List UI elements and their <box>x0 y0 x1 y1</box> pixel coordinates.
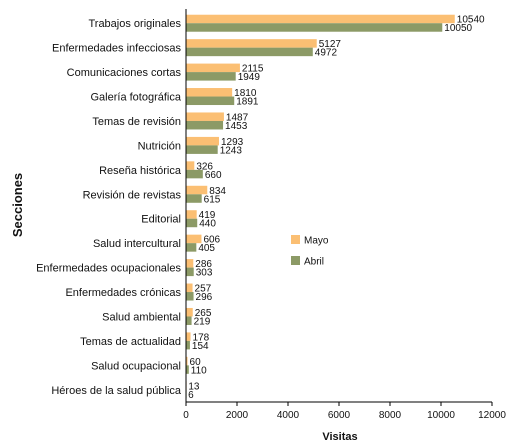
value-label: 660 <box>205 170 222 181</box>
x-tick-label: 12000 <box>478 410 506 421</box>
value-label: 1810 <box>234 88 257 99</box>
bar-abril <box>186 365 189 374</box>
category-label: Temas de revisión <box>92 116 181 128</box>
bar-abril <box>186 169 203 179</box>
legend-swatch-abril <box>291 256 300 265</box>
legend: Mayo Abril <box>291 235 329 268</box>
category-label: Salud ocupacional <box>91 360 181 372</box>
bar-mayo <box>186 88 233 97</box>
value-label: 110 <box>191 365 207 376</box>
category-label: Editorial <box>141 214 181 226</box>
bar-abril <box>186 292 194 301</box>
category-label: Temas de actualidad <box>80 336 181 348</box>
bar-mayo <box>186 259 194 268</box>
category-label: Salud ambiental <box>102 311 181 323</box>
bar-mayo <box>186 14 455 24</box>
category-labels: Trabajos originales Enfermedades infeccio… <box>36 18 182 397</box>
bar-abril <box>186 194 202 203</box>
x-tick-label: 2000 <box>226 410 249 421</box>
bar-mayo <box>186 63 240 73</box>
category-label: Galería fotográfica <box>91 92 182 104</box>
value-label: 1487 <box>226 112 249 123</box>
value-label: 4972 <box>315 48 338 59</box>
category-label: Héroes de la salud pública <box>51 385 182 397</box>
value-label: 10540 <box>457 15 485 26</box>
value-label: 419 <box>199 210 216 221</box>
x-tick-label: 8000 <box>379 410 402 421</box>
bar-mayo <box>186 234 202 244</box>
category-label: Enfermedades infecciosas <box>52 43 182 55</box>
bar-mayo <box>186 210 197 219</box>
value-label: 606 <box>203 235 220 246</box>
bar-mayo <box>186 332 191 341</box>
x-tick-label: 6000 <box>328 410 351 421</box>
category-label: Enfermedades ocupacionales <box>36 263 181 275</box>
bar-mayo <box>186 307 193 317</box>
x-tick-label: 4000 <box>277 410 300 421</box>
x-tick-label: 0 <box>183 410 189 421</box>
value-label: 405 <box>198 243 215 254</box>
bar-abril <box>186 218 198 228</box>
value-label: 257 <box>195 284 212 295</box>
value-label: 440 <box>199 219 216 230</box>
legend-label: Abril <box>304 257 324 268</box>
value-label: 154 <box>192 341 209 352</box>
x-axis: 0 2000 4000 6000 8000 10000 12000 <box>183 9 506 421</box>
value-label: 219 <box>194 316 211 327</box>
value-label: 178 <box>193 332 210 343</box>
value-label: 303 <box>196 268 213 279</box>
bar-abril <box>186 145 218 154</box>
bar-abril <box>186 267 194 277</box>
category-label: Revisión de revistas <box>83 189 182 201</box>
category-label: Comunicaciones cortas <box>67 67 182 79</box>
category-label: Trabajos originales <box>88 18 181 30</box>
bar-abril <box>186 72 236 81</box>
value-label: 296 <box>196 292 213 303</box>
y-axis-title: Secciones <box>10 173 25 237</box>
value-label: 1453 <box>225 121 248 132</box>
bar-abril <box>186 316 192 325</box>
value-label: 2115 <box>242 64 264 75</box>
value-label: 1949 <box>238 72 261 83</box>
category-label: Enfermedades crónicas <box>65 287 181 299</box>
value-label: 286 <box>195 259 212 270</box>
value-label: 834 <box>209 186 226 197</box>
bar-mayo <box>186 356 188 366</box>
value-label: 326 <box>196 161 213 172</box>
bar-mayo <box>186 283 193 293</box>
bar-abril <box>186 96 235 106</box>
category-label: Reseña histórica <box>99 165 182 177</box>
bar-abril <box>186 120 224 130</box>
bar-mayo <box>186 185 208 195</box>
legend-label: Mayo <box>304 236 329 247</box>
value-label: 13 <box>188 381 200 392</box>
value-label: 1891 <box>236 97 259 108</box>
bar-abril <box>186 47 313 57</box>
value-label: 10050 <box>444 23 472 34</box>
value-label: 1293 <box>221 137 244 148</box>
value-label: 615 <box>204 194 221 205</box>
category-label: Salud intercultural <box>93 238 181 250</box>
bar-abril <box>186 243 197 252</box>
value-label: 60 <box>190 357 202 368</box>
bar-mayo <box>186 112 224 121</box>
value-label: 265 <box>195 308 212 319</box>
value-label: 5127 <box>319 39 342 50</box>
bar-mayo <box>186 39 317 48</box>
bar-abril <box>186 340 190 350</box>
value-label: 6 <box>188 390 194 401</box>
bar-abril <box>186 23 443 32</box>
x-axis-title: Visitas <box>322 431 357 443</box>
bar-mayo <box>186 161 195 170</box>
legend-swatch-mayo <box>291 235 300 244</box>
category-label: Nutrición <box>138 140 181 152</box>
bars <box>186 14 455 399</box>
bar-mayo <box>186 136 219 146</box>
value-label: 1243 <box>220 145 243 156</box>
x-tick-label: 10000 <box>427 410 455 421</box>
